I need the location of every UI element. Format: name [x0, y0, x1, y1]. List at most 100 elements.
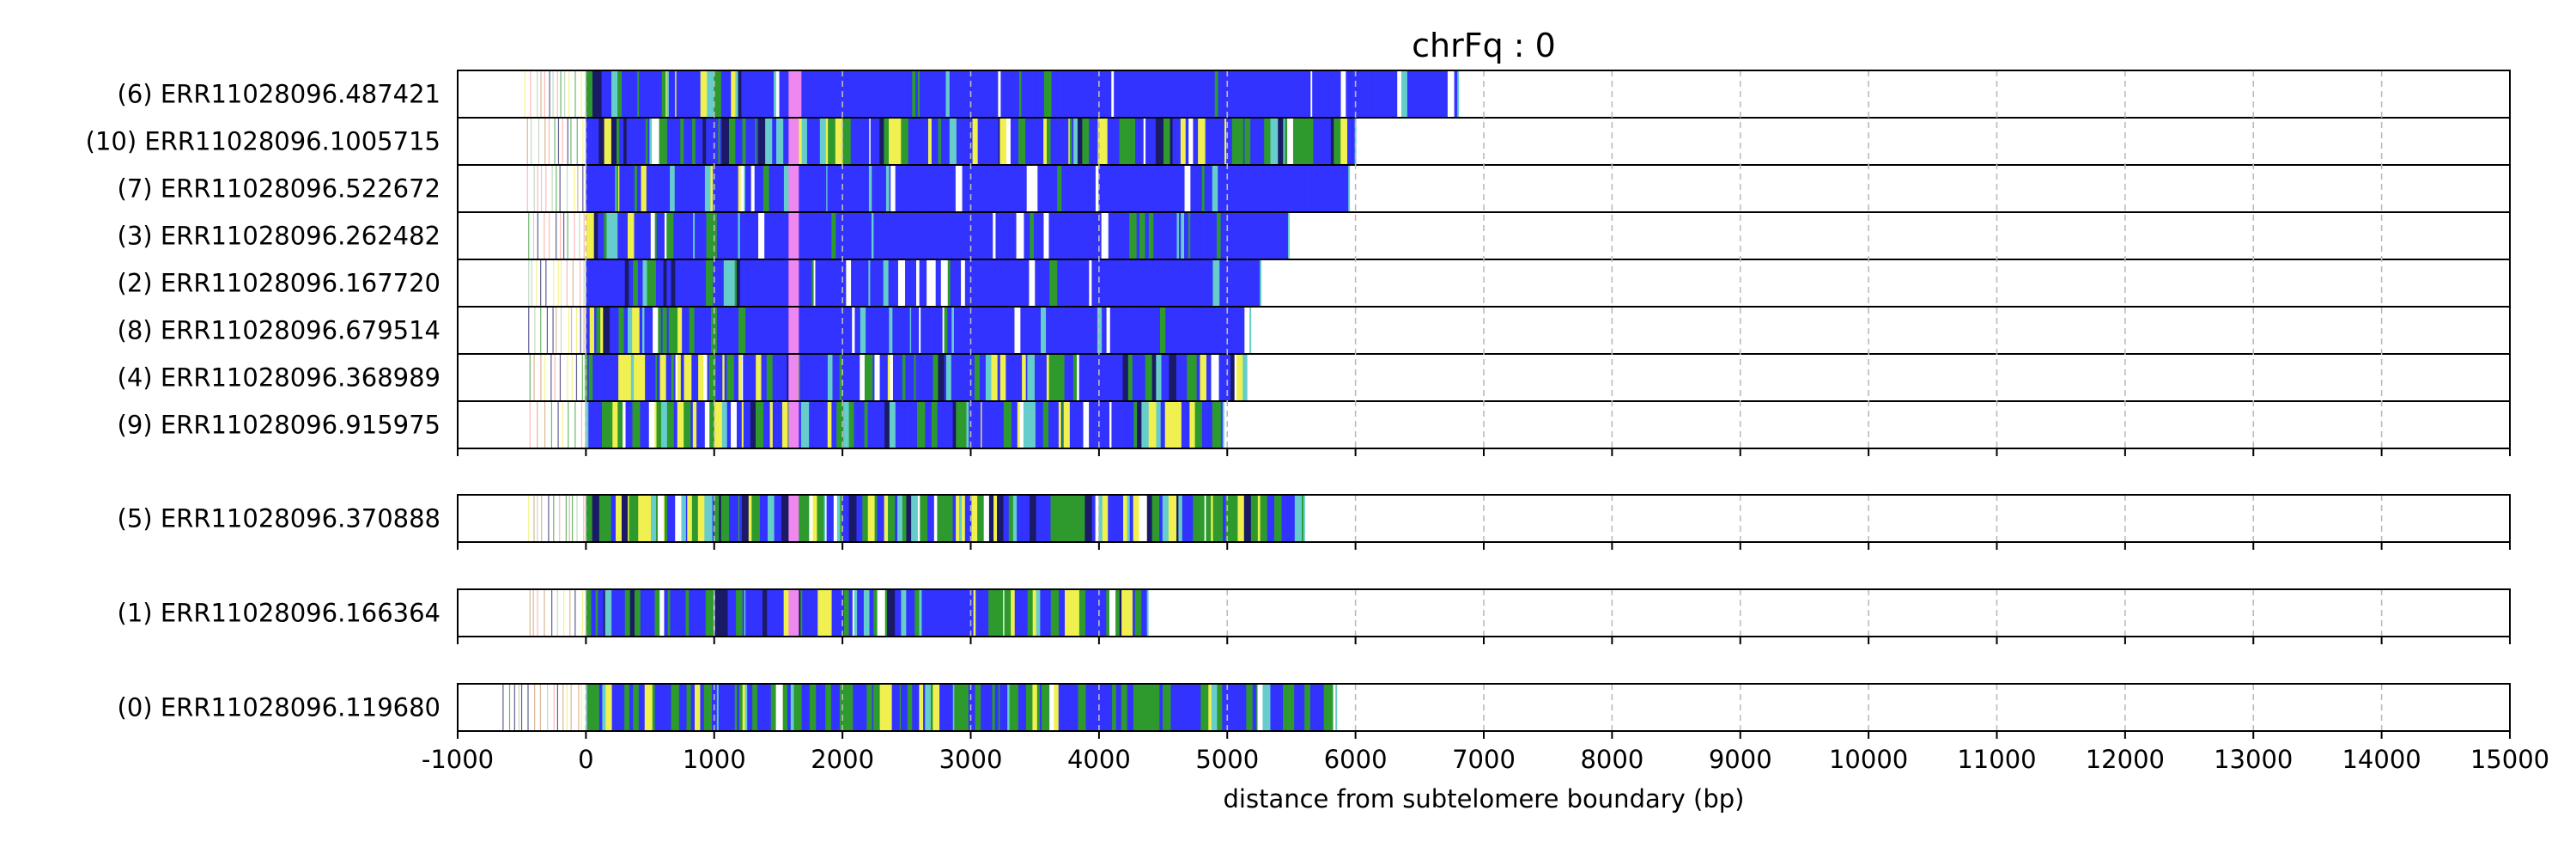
read-segment	[776, 118, 784, 165]
read-segment	[1112, 118, 1120, 165]
read-segment	[964, 307, 973, 354]
read-segment	[722, 259, 725, 307]
read-segment	[1141, 589, 1149, 637]
read-segment	[819, 165, 827, 212]
read-segment	[645, 118, 648, 165]
read-segment	[825, 684, 832, 731]
read-segment	[575, 354, 578, 401]
read-segment	[908, 165, 912, 212]
read-segment	[1216, 495, 1224, 542]
read-segment	[704, 401, 710, 448]
read-segment	[962, 165, 967, 212]
read-segment	[815, 259, 820, 307]
read-segment	[1215, 307, 1223, 354]
read-segment	[1024, 307, 1030, 354]
read-segment	[875, 212, 881, 259]
read-segment	[896, 212, 903, 259]
read-segment	[739, 259, 743, 307]
read-segment	[1223, 495, 1226, 542]
read-segment	[959, 307, 964, 354]
read-segment	[1077, 495, 1085, 542]
read-row: (4) ERR11028096.368989	[118, 354, 1248, 401]
read-segment	[1225, 259, 1234, 307]
read-segment	[1190, 165, 1196, 212]
read-segment	[778, 401, 783, 448]
read-segment	[927, 118, 933, 165]
read-segment	[536, 259, 538, 307]
read-segment	[633, 259, 639, 307]
read-segment	[952, 495, 957, 542]
read-pink-block	[788, 401, 799, 448]
read-segment	[1422, 70, 1431, 118]
read-segment	[528, 495, 530, 542]
read-segment	[1141, 401, 1150, 448]
read-segment	[666, 70, 670, 118]
read-segment	[598, 495, 605, 542]
read-segment	[1071, 684, 1078, 731]
read-segment	[616, 495, 623, 542]
read-segment	[1225, 495, 1235, 542]
read-segment	[772, 401, 777, 448]
read-segment	[738, 212, 741, 259]
read-segment	[947, 259, 951, 307]
read-segment	[1273, 212, 1279, 259]
read-segment	[908, 589, 912, 637]
read-segment	[1267, 212, 1274, 259]
read-segment	[1124, 589, 1133, 637]
read-segment	[602, 165, 610, 212]
read-segment	[1226, 118, 1233, 165]
read-segment	[1333, 70, 1337, 118]
read-segment	[580, 307, 581, 354]
read-segment	[950, 259, 955, 307]
read-segment	[995, 589, 1004, 637]
read-segment	[588, 354, 593, 401]
read-segment	[1161, 165, 1168, 212]
read-segment	[915, 70, 919, 118]
read-segment	[848, 589, 854, 637]
read-segment	[969, 259, 976, 307]
read-segment	[1177, 165, 1185, 212]
read-segment	[1194, 401, 1203, 448]
read-segment	[772, 354, 779, 401]
x-tick-label: -1000	[422, 745, 494, 774]
read-segment	[1342, 165, 1347, 212]
read-segment	[1004, 589, 1007, 637]
read-segment	[854, 165, 859, 212]
read-segment	[1097, 589, 1105, 637]
read-segment	[701, 212, 707, 259]
read-segment	[894, 259, 899, 307]
read-segment	[1069, 165, 1075, 212]
read-row: (7) ERR11028096.522672	[118, 165, 1351, 212]
read-segment	[1267, 495, 1275, 542]
read-segment	[593, 212, 598, 259]
read-segment	[919, 589, 922, 637]
read-segment	[663, 259, 667, 307]
read-segment	[627, 212, 635, 259]
read-segment	[1226, 354, 1231, 401]
read-segment	[1174, 118, 1182, 165]
read-segment	[864, 401, 867, 448]
read-segment	[586, 684, 588, 731]
read-segment	[782, 259, 788, 307]
read-segment	[594, 118, 598, 165]
read-segment	[1064, 354, 1068, 401]
read-segment	[1021, 70, 1026, 118]
read-segment	[1200, 684, 1208, 731]
read-segment	[661, 70, 666, 118]
read-segment	[1201, 70, 1208, 118]
read-segment	[704, 165, 711, 212]
read-segment	[628, 495, 629, 542]
read-segment	[572, 259, 574, 307]
read-segment	[654, 212, 658, 259]
read-segment	[993, 259, 998, 307]
read-segment	[977, 118, 985, 165]
read-segment	[1118, 307, 1121, 354]
read-segment	[817, 212, 827, 259]
read-segment	[956, 118, 963, 165]
read-segment	[748, 495, 752, 542]
read-segment	[975, 259, 981, 307]
read-segment	[685, 495, 688, 542]
read-segment	[834, 684, 841, 731]
read-segment	[1195, 212, 1202, 259]
read-segment	[908, 212, 914, 259]
